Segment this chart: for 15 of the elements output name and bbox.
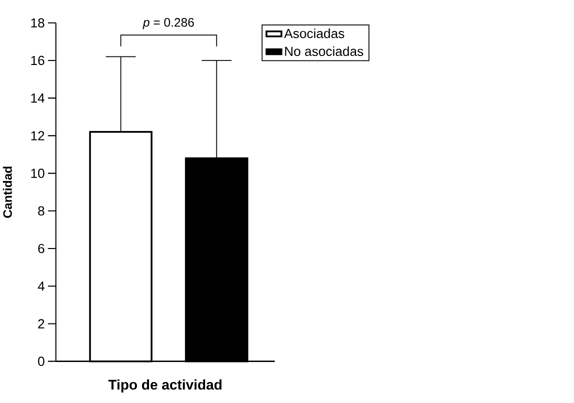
y-tick-label: 8: [38, 206, 44, 216]
y-tick-label: 0: [38, 356, 44, 366]
y-tick-label: 10: [31, 168, 44, 178]
y-tick-label: 4: [38, 282, 44, 291]
x-axis-title: Tipo de actividad: [108, 380, 222, 393]
y-tick-label: 14: [31, 94, 44, 103]
y-tick-label: 2: [38, 319, 44, 328]
y-tick-label: 18: [31, 18, 44, 28]
legend-label: Asociadas: [284, 28, 344, 38]
annotation: p = 0.286: [142, 18, 194, 30]
y-tick-label: 6: [38, 244, 44, 254]
y-axis-title: Cantidad: [2, 166, 12, 218]
legend-label: No asociadas: [285, 46, 364, 56]
y-tick-label: 12: [31, 131, 44, 140]
y-tick-label: 16: [31, 56, 44, 66]
